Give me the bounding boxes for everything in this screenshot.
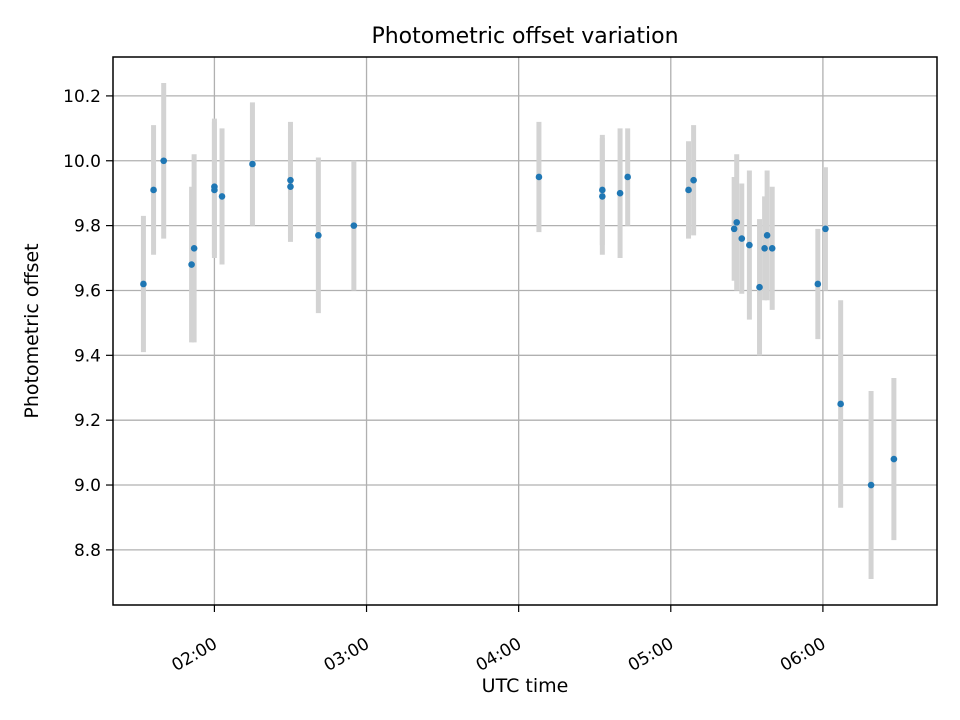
- data-point: [763, 232, 771, 239]
- data-point: [738, 235, 746, 242]
- data-points: [140, 157, 898, 489]
- y-tick-label: 9.0: [74, 476, 101, 496]
- x-tick-label: 02:00: [168, 634, 220, 676]
- data-point: [756, 283, 763, 291]
- data-point: [837, 400, 844, 408]
- data-point: [768, 245, 776, 252]
- grid-lines: [113, 57, 937, 605]
- data-point: [315, 232, 322, 239]
- data-point: [814, 280, 822, 288]
- data-point: [287, 176, 294, 184]
- data-point: [249, 160, 256, 168]
- plot-frame: [112, 56, 938, 606]
- data-point: [867, 481, 875, 489]
- data-point: [218, 193, 226, 200]
- data-point: [188, 261, 195, 268]
- x-tick-label: 05:00: [625, 634, 677, 676]
- y-axis-label: Photometric offset: [21, 243, 43, 418]
- y-tick-label: 8.8: [74, 541, 101, 561]
- data-point: [616, 189, 624, 197]
- y-tick-label: 9.8: [74, 217, 101, 237]
- y-tick-label: 10.0: [63, 152, 101, 172]
- x-tick-label: 04:00: [473, 634, 525, 676]
- data-point: [190, 245, 198, 252]
- data-point: [140, 280, 147, 288]
- data-point: [599, 186, 606, 194]
- data-point: [733, 219, 741, 226]
- y-axis-ticks: 8.8 9.0 9.2 9.4 9.6 9.8 10.0 10.2: [63, 87, 113, 561]
- y-tick-label: 9.2: [74, 411, 101, 431]
- data-point: [350, 222, 358, 229]
- data-point: [822, 225, 829, 233]
- x-axis-label: UTC time: [482, 675, 569, 697]
- chart-title: Photometric offset variation: [371, 24, 678, 49]
- data-point: [211, 186, 218, 194]
- y-tick-label: 9.4: [74, 346, 101, 366]
- data-point: [150, 186, 157, 194]
- data-point: [287, 183, 294, 191]
- data-point: [160, 157, 168, 165]
- data-point: [761, 245, 768, 252]
- data-point: [624, 173, 631, 181]
- x-tick-label: 03:00: [321, 634, 373, 676]
- data-point: [685, 186, 692, 194]
- x-axis-ticks: 02:00 03:00 04:00 05:00 06:00: [168, 605, 829, 676]
- x-tick-label: 06:00: [777, 634, 829, 676]
- y-tick-label: 9.6: [74, 281, 101, 301]
- data-point: [730, 225, 738, 233]
- y-tick-label: 10.2: [63, 87, 101, 107]
- data-point: [890, 455, 898, 463]
- data-point: [599, 193, 606, 200]
- data-point: [746, 241, 753, 249]
- data-point: [690, 176, 697, 184]
- data-point: [535, 173, 543, 181]
